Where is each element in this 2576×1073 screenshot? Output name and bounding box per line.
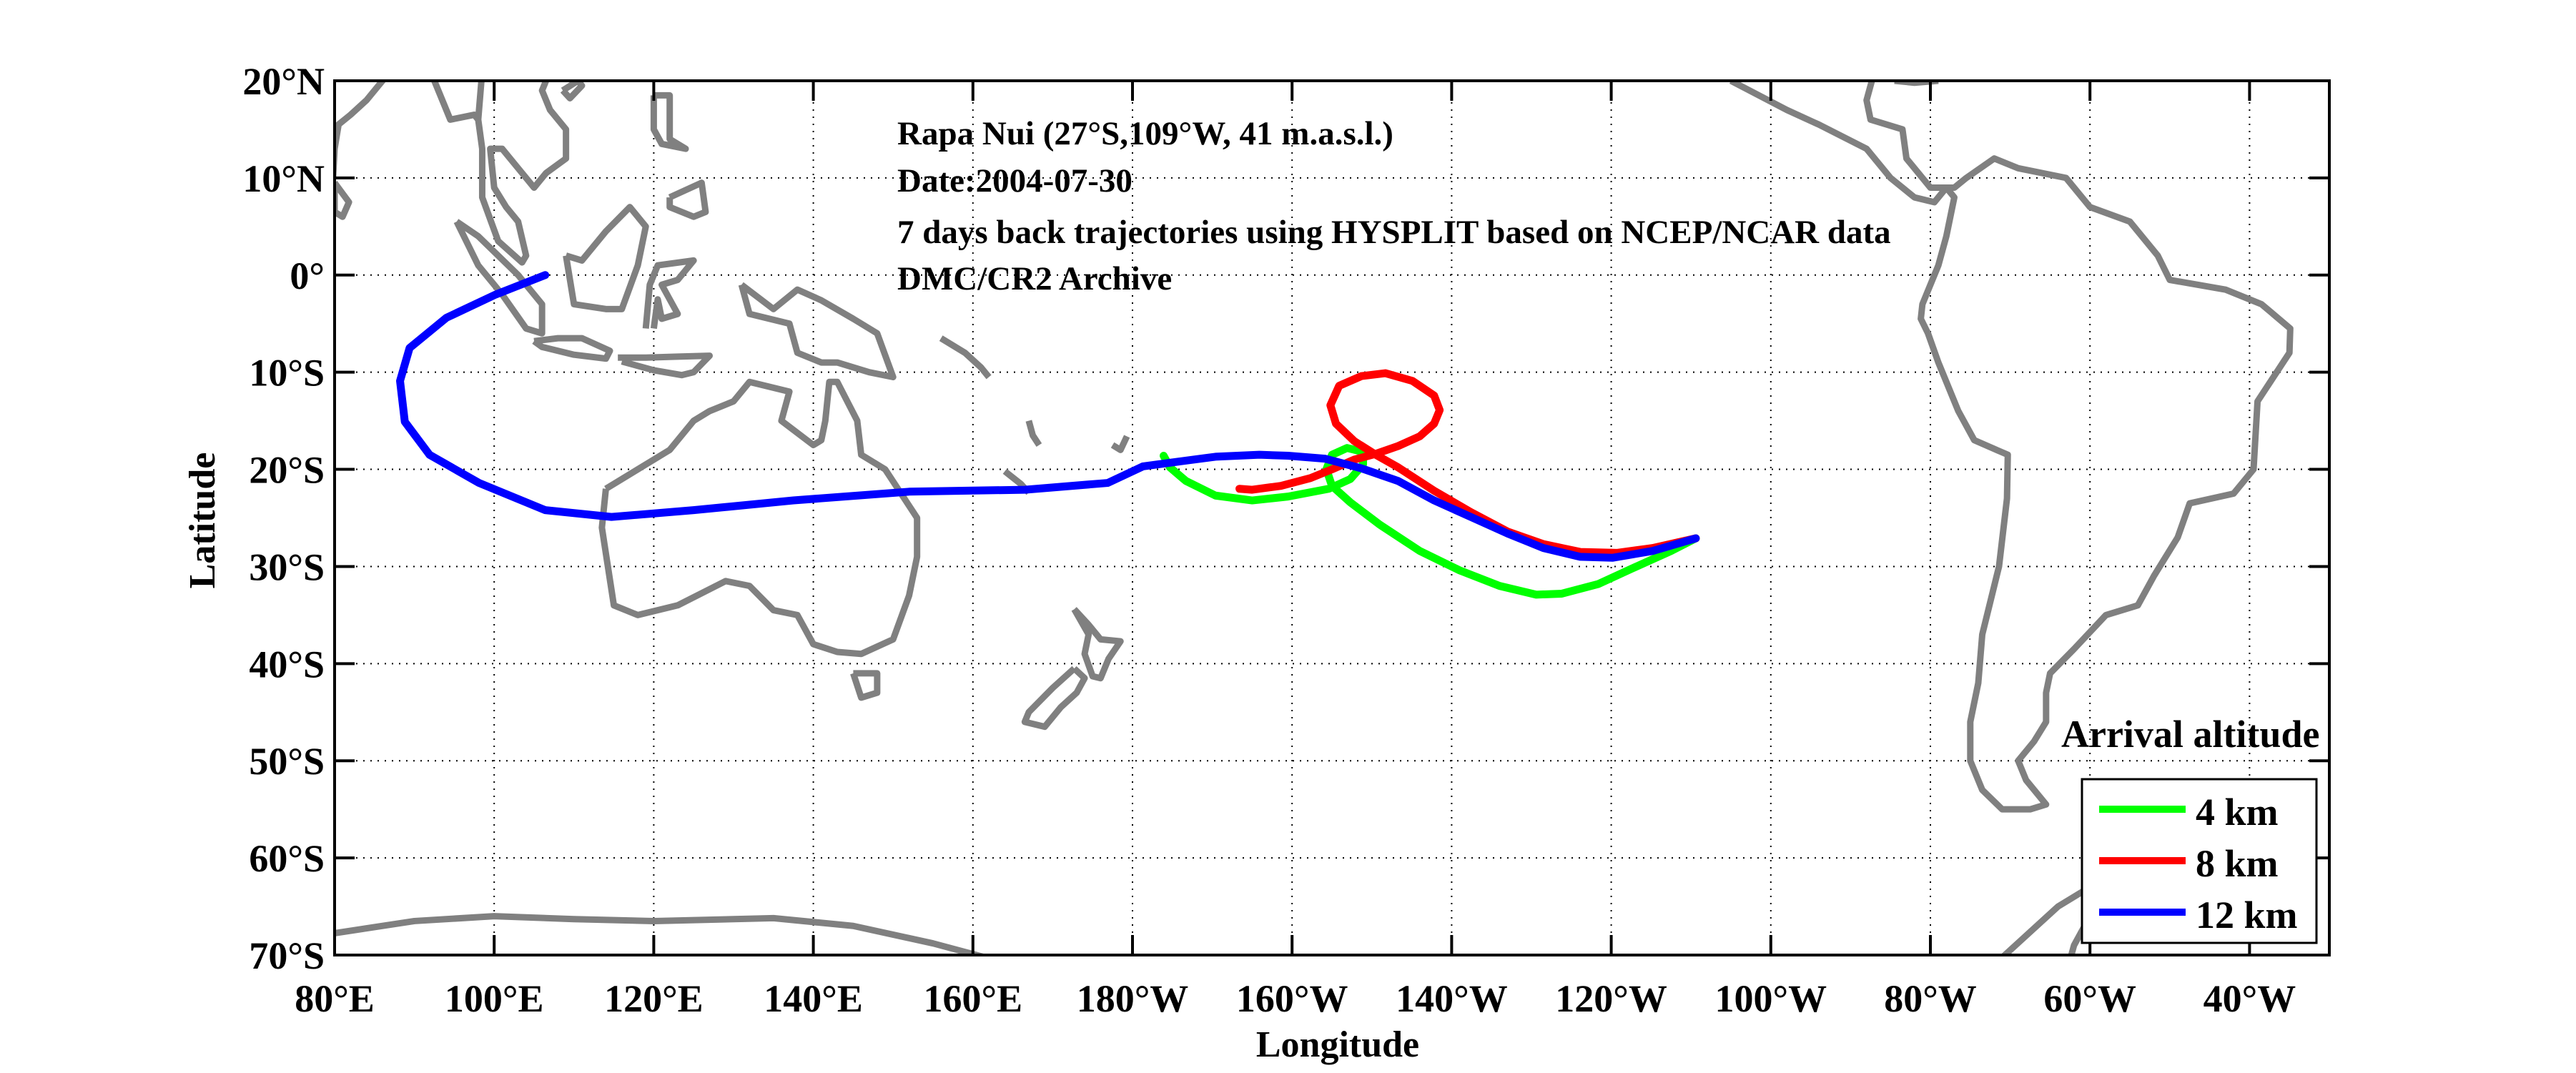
coastline-lesser-sunda [618, 352, 714, 379]
x-tick-label: 160°E [923, 977, 1022, 1020]
x-tick-label: 140°E [764, 977, 863, 1020]
coastline-mindanao [666, 179, 709, 220]
plot-frame [333, 79, 2331, 956]
chart-title: Rapa Nui (27°S,109°W, 41 m.a.s.l.) Date:… [897, 115, 1891, 297]
x-tick-label: 80°E [295, 977, 375, 1020]
coastline-borneo [563, 204, 649, 312]
coastline-fiji [1110, 435, 1130, 453]
coastline-sulawesi [642, 257, 697, 330]
x-tick-label: 80°W [1884, 977, 1977, 1020]
legend-label-4km: 4 km [2196, 791, 2279, 834]
legend: Arrival altitude 4 km 8 km 12 km [2061, 713, 2319, 944]
coastline-vanuatu [1025, 420, 1042, 448]
y-axis-label: Latitude [182, 453, 223, 589]
title-line-archive: DMC/CR2 Archive [897, 260, 1172, 297]
legend-label-8km: 8 km [2196, 842, 2279, 885]
coastline-nz-north [1071, 607, 1124, 682]
x-tick-label: 100°W [1714, 977, 1827, 1020]
y-tick-label: 10°S [249, 352, 325, 395]
coastline-tasmania [850, 670, 881, 701]
y-tick-label: 40°S [249, 643, 325, 686]
axis-ticks [333, 79, 2329, 956]
x-tick-label: 140°W [1396, 977, 1508, 1020]
x-tick-label: 120°W [1555, 977, 1667, 1020]
legend-title: Arrival altitude [2061, 713, 2319, 756]
y-tick-labels: 20°N 10°N 0° 10°S 20°S 30°S 40°S 50°S 60°S 70°S [242, 60, 325, 977]
coastline-mainland-sea [475, 81, 570, 266]
coastline-luzon [650, 92, 689, 152]
y-tick-label: 0° [290, 254, 325, 297]
title-line-date: Date:2004-07-30 [897, 162, 1132, 199]
coastline-solomons [939, 335, 992, 380]
grid-lines [334, 80, 2329, 956]
trajectory-8km [1235, 369, 1700, 557]
coastline-sumatra [453, 219, 546, 337]
coastline-hainan [560, 81, 586, 102]
x-tick-label: 180°W [1077, 977, 1189, 1020]
title-line-method: 7 days back trajectories using HYSPLIT b… [897, 214, 1891, 251]
coastline-java [532, 335, 613, 362]
x-tick-label: 60°W [2043, 977, 2136, 1020]
y-tick-label: 20°N [242, 60, 325, 103]
x-tick-label: 120°E [604, 977, 704, 1020]
x-tick-label: 100°E [445, 977, 544, 1020]
x-tick-label: 160°W [1236, 977, 1348, 1020]
coastline-sri-lanka [335, 181, 352, 220]
trajectory-12km [396, 271, 1700, 562]
x-axis-label: Longitude [1256, 1024, 1419, 1065]
coastline-new-guinea [738, 282, 897, 380]
legend-label-12km: 12 km [2196, 894, 2298, 936]
x-tick-labels: 80°E 100°E 120°E 140°E 160°E 180°W 160°W 140°W 1… [295, 977, 2296, 1020]
y-tick-label: 10°N [242, 157, 325, 200]
coastline-americas [1729, 81, 2294, 813]
coastline-nz-south [1021, 666, 1088, 731]
trajectories [396, 271, 1700, 599]
y-tick-label: 30°S [249, 545, 325, 588]
coastline-myanmar [430, 81, 481, 123]
y-tick-label: 60°S [249, 837, 325, 880]
x-tick-label: 40°W [2204, 977, 2296, 1020]
coastline-australia [598, 378, 921, 658]
coastline-antarctica [335, 913, 990, 955]
y-tick-label: 50°S [249, 740, 325, 783]
title-line-station: Rapa Nui (27°S,109°W, 41 m.a.s.l.) [897, 115, 1393, 152]
coastlines [335, 81, 2294, 955]
y-tick-label: 20°S [249, 449, 325, 492]
coastline-india-east [335, 81, 387, 182]
y-tick-label: 70°S [249, 934, 325, 977]
